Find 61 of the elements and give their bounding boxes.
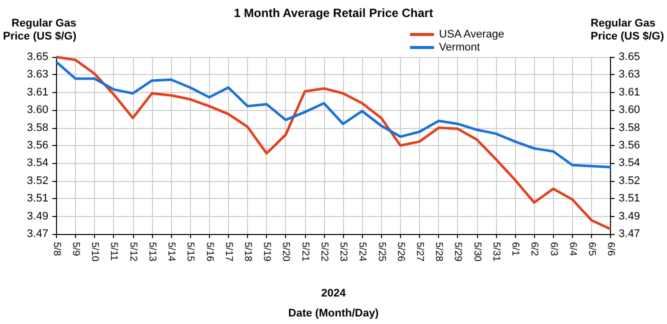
y2-tick-label: 3.47 (618, 228, 640, 240)
x-tick-label: 5/12 (127, 242, 138, 262)
y2-tick-label: 3.60 (618, 104, 640, 116)
x-tick-label: 5/22 (318, 242, 330, 262)
x-tick-label: 6/5 (586, 242, 598, 256)
x-tick-label: 5/11 (108, 242, 120, 262)
y2-tick-label: 3.61 (618, 86, 640, 98)
x-tick-label: 5/25 (376, 242, 387, 262)
y-tick-label: 3.56 (26, 140, 48, 152)
x-tick-label: 5/21 (299, 242, 310, 262)
y2-tick-label: 3.51 (618, 192, 640, 205)
y2-tick-label: 3.54 (618, 157, 640, 170)
y-tick-label: 3.51 (26, 192, 48, 205)
x-tick-label: 6/2 (528, 242, 540, 256)
y2-tick-label: 3.65 (618, 51, 640, 63)
x-axis-title: Date (Month/Day) (288, 308, 380, 320)
x-tick-label: 5/31 (490, 242, 502, 262)
legend-label: Vermont (439, 42, 480, 54)
line-series (55, 60, 612, 168)
x-tick-label: 5/20 (280, 242, 292, 262)
text: 2024 (321, 288, 347, 300)
x-tick-label: 5/24 (356, 242, 368, 262)
x-tick-label: 5/27 (414, 242, 426, 262)
x-tick-label: 5/30 (471, 242, 482, 262)
x-tick-label: 5/17 (222, 242, 234, 262)
x-tick-label: 5/13 (146, 242, 158, 262)
x-tick-label: 5/15 (184, 242, 196, 262)
x-tick-label: 6/4 (566, 242, 578, 256)
y-tick-label: 3.65 (26, 51, 48, 63)
y-tick-label: 3.63 (26, 68, 48, 81)
x-tick-label: 5/19 (261, 242, 272, 262)
x-tick-label: 5/9 (70, 242, 81, 256)
y-tick-label: 3.58 (26, 122, 48, 134)
y-tick-label: 3.47 (26, 228, 48, 240)
x-tick-label: 5/8 (50, 242, 62, 256)
y-axis-title: Regular Gas Price (US $/G) (3, 18, 77, 42)
y-tick-label: 3.49 (26, 210, 48, 222)
y-tick-label: 3.54 (26, 157, 48, 170)
y2-tick-label: 3.56 (618, 140, 640, 152)
x-tick-label: 5/28 (433, 242, 444, 262)
x-tick-label: 5/26 (394, 242, 406, 262)
x-tick-label: 5/23 (338, 242, 349, 262)
chart-title: 1 Month Average Retail Price Chart (234, 6, 434, 20)
y-tick-label: 3.52 (26, 174, 48, 187)
y2-tick-label: 3.49 (618, 210, 640, 222)
y2-tick-label: 3.63 (618, 68, 640, 81)
y-tick-label: 3.61 (26, 86, 48, 98)
x-tick-label: 6/1 (510, 242, 521, 256)
x-tick-label: 5/29 (452, 242, 464, 262)
y-tick-label: 3.60 (26, 104, 48, 116)
x-tick-label: 5/16 (204, 242, 215, 262)
x-tick-label: 6/3 (548, 242, 559, 256)
y2-axis-title: Regular Gas Price (US $/G) (590, 18, 664, 42)
legend-label: USA Average (439, 28, 504, 40)
y2-tick-label: 3.58 (618, 122, 640, 134)
x-tick-label: 6/6 (605, 242, 616, 256)
x-tick-label: 5/14 (166, 242, 177, 262)
x-tick-label: 5/10 (89, 242, 100, 262)
x-tick-label: 5/18 (242, 242, 253, 262)
y2-tick-label: 3.52 (618, 174, 640, 187)
line-series (55, 56, 612, 230)
